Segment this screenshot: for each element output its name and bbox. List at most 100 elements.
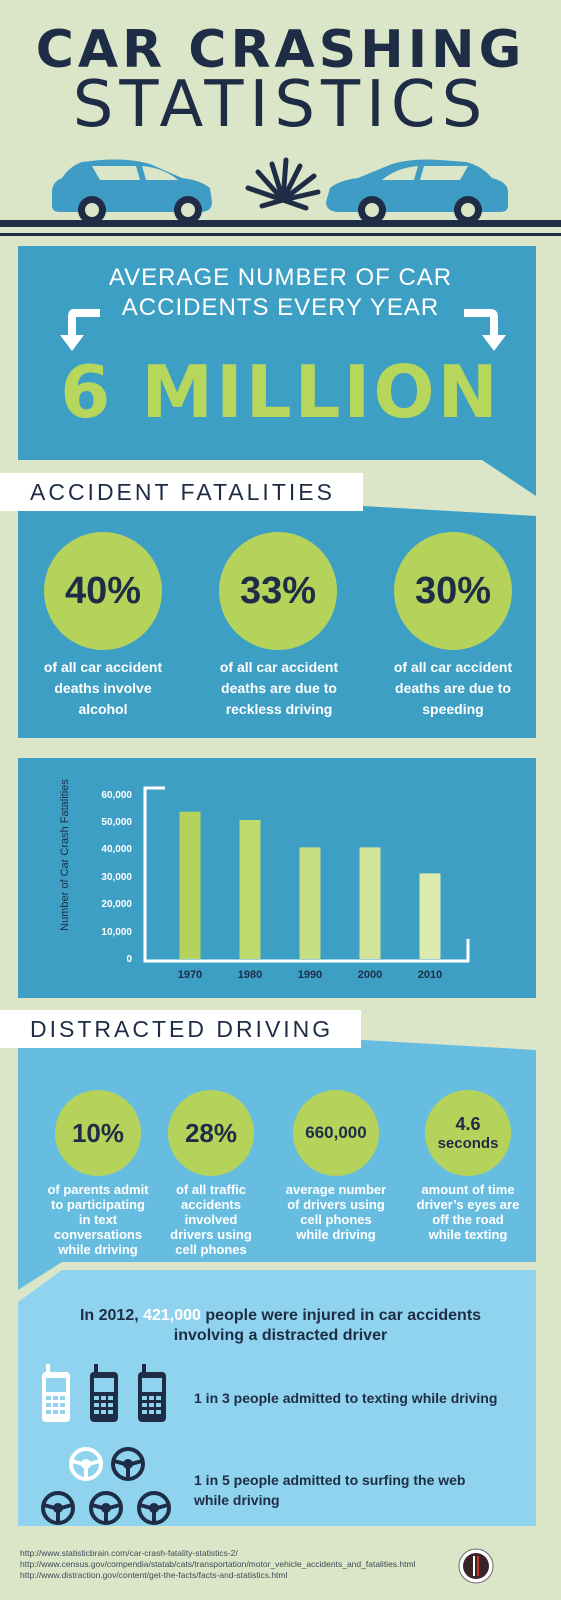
average-panel (18, 246, 536, 496)
y-tick-label: 30,000 (101, 871, 132, 883)
title-line-2: STATISTICS (72, 68, 489, 142)
title-line-1: CAR CRASHING (35, 20, 526, 80)
stat-web-1: 1 in 5 people admitted to surfing the we… (194, 1472, 466, 1488)
chart-bar (359, 847, 381, 959)
chart-bar (299, 847, 321, 959)
percent-circle: 40% (44, 532, 162, 650)
value-unit: seconds (437, 1135, 499, 1152)
value-text: 4.6 (455, 1114, 481, 1134)
value-text: 10% (71, 1117, 125, 1148)
y-tick-label: 50,000 (101, 817, 132, 829)
road-line-thin (0, 233, 561, 236)
caption-line: of all car accident (393, 659, 513, 675)
crash-burst-icon (245, 157, 321, 211)
caption-line: of parents admit (47, 1182, 149, 1197)
steering-wheel-icon (137, 1491, 171, 1525)
caption-line: of all car accident (43, 659, 163, 675)
arrow-right-down-icon (464, 309, 506, 351)
y-tick-label: 0 (126, 954, 132, 965)
arrow-left-down-icon (60, 309, 100, 351)
caption-line: deaths are due to (221, 680, 337, 696)
stat-web-2: while driving (194, 1492, 280, 1508)
percent-circle: 33% (219, 532, 337, 650)
caption-line: deaths are due to (395, 680, 511, 696)
caption-line: of all traffic (175, 1182, 247, 1197)
injured-prefix: In 2012, (79, 1307, 144, 1324)
phone-icon (42, 1364, 70, 1422)
chart-panel (18, 758, 536, 998)
logo-icon (458, 1548, 494, 1584)
reference-link[interactable]: http://www.distraction.gov/content/get-t… (20, 1570, 288, 1580)
chart-axes (143, 786, 470, 963)
caption-line: amount of time (421, 1182, 515, 1197)
reference-link[interactable]: http://www.statisticbrain.com/car-crash-… (20, 1548, 238, 1558)
percent-circle: 30% (394, 532, 512, 650)
average-heading-2: ACCIDENTS EVERY YEAR (121, 294, 440, 321)
phones-icon-group (42, 1364, 166, 1422)
steering-wheel-icon (41, 1491, 75, 1525)
caption-line: while texting (428, 1227, 508, 1242)
injured-panel (18, 1270, 536, 1526)
steering-wheel-icon (111, 1447, 145, 1481)
y-tick-label: 60,000 (101, 789, 132, 801)
value-circle: 28% (168, 1090, 254, 1176)
caption-line: drivers using (170, 1227, 252, 1242)
chart-y-axis-label: Number of Car Crash Fatalities (59, 779, 71, 931)
caption-line: speeding (422, 701, 484, 717)
phone-icon (138, 1364, 166, 1422)
caption-line: deaths involve (54, 680, 152, 696)
injured-line-1: In 2012, 421,000 people were injured in … (0, 1306, 561, 1326)
caption-line: in text (78, 1212, 118, 1227)
value-circle: 4.6 seconds (425, 1090, 511, 1176)
caption-line: of all car accident (219, 659, 339, 675)
caption-line: reckless driving (225, 701, 333, 717)
value-circle: 10% (55, 1090, 141, 1176)
y-tick-label: 10,000 (101, 926, 132, 938)
reference-link[interactable]: http://www.census.gov/compendia/statab/c… (20, 1559, 416, 1569)
value-circle: 660,000 (293, 1090, 379, 1176)
injured-suffix: people were injured in car accidents (200, 1307, 482, 1324)
caption-line: off the road (432, 1212, 504, 1227)
x-tick-label: 1970 (177, 969, 203, 981)
caption-line: driver’s eyes are (416, 1197, 520, 1212)
value-text: 660,000 (305, 1123, 367, 1142)
car-left-icon (52, 159, 212, 222)
caption-line: while driving (296, 1227, 376, 1242)
fatalities-section-title: ACCIDENT FATALITIES (0, 473, 363, 511)
phone-icon (90, 1364, 118, 1422)
y-tick-label: 40,000 (101, 844, 132, 856)
car-right-icon (326, 159, 508, 222)
steering-wheels-icon-group (41, 1447, 171, 1525)
distracted-panel (18, 1020, 536, 1290)
x-tick-label: 1990 (297, 969, 323, 981)
caption-line: cell phones (300, 1212, 372, 1227)
road-line (0, 220, 561, 227)
y-tick-label: 20,000 (101, 899, 132, 911)
fatalities-bar-chart (143, 786, 470, 963)
x-tick-label: 2010 (417, 969, 443, 981)
chart-bar (179, 811, 201, 959)
chart-bar (239, 819, 261, 959)
caption-line: of drivers using (287, 1197, 385, 1212)
x-tick-label: 2000 (357, 969, 383, 981)
distracted-section-title: DISTRACTED DRIVING (0, 1010, 361, 1048)
caption-line: cell phones (175, 1242, 247, 1257)
injured-line-2: involving a distracted driver (173, 1327, 388, 1344)
car-crash-illustration (52, 157, 508, 222)
average-heading-1: AVERAGE NUMBER OF CAR (108, 264, 453, 291)
x-tick-label: 1980 (237, 969, 263, 981)
stat-texting: 1 in 3 people admitted to texting while … (194, 1390, 498, 1406)
steering-wheel-icon (89, 1491, 123, 1525)
chart-bar (419, 873, 441, 959)
injured-number: 421,000 (143, 1307, 201, 1324)
average-value: 6 MILLION (60, 350, 501, 434)
caption-line: accidents (181, 1197, 241, 1212)
steering-wheel-icon (69, 1447, 103, 1481)
caption-line: to participating (51, 1197, 145, 1212)
caption-line: conversations (53, 1227, 143, 1242)
caption-line: alcohol (78, 701, 128, 717)
caption-line: while driving (58, 1242, 138, 1257)
value-text: 28% (184, 1117, 238, 1148)
caption-line: involved (184, 1212, 238, 1227)
caption-line: average number (285, 1182, 387, 1197)
